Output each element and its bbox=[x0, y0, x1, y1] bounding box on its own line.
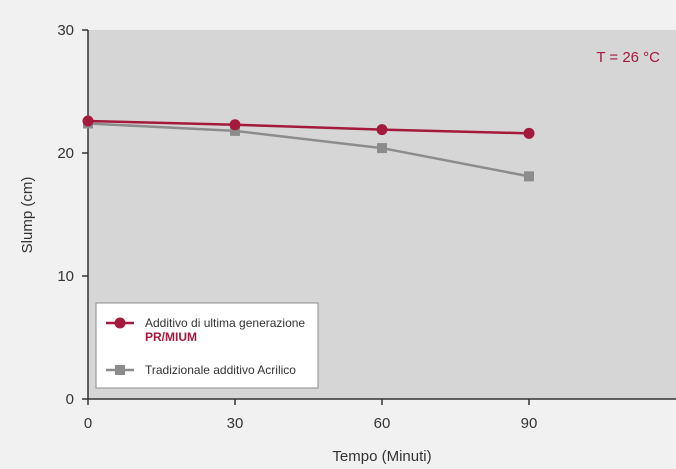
x-tick-label: 0 bbox=[84, 415, 92, 432]
legend-marker-circle bbox=[114, 317, 126, 329]
y-tick-label: 30 bbox=[57, 22, 74, 39]
y-axis-label: Slump (cm) bbox=[19, 177, 36, 254]
y-tick-label: 0 bbox=[66, 391, 74, 408]
y-tick-label: 10 bbox=[57, 268, 74, 285]
legend-marker-square bbox=[115, 365, 125, 375]
series-layer bbox=[82, 115, 535, 182]
legend-label-acrilico: Tradizionale additivo Acrilico bbox=[145, 363, 296, 377]
series-line-acrilico bbox=[87, 122, 530, 178]
data-point-primium bbox=[523, 127, 535, 139]
data-point-primium bbox=[376, 124, 388, 136]
x-tick-label: 30 bbox=[227, 415, 244, 432]
y-tick-label: 20 bbox=[57, 145, 74, 162]
x-tick-label: 90 bbox=[521, 415, 538, 432]
data-point-acrilico bbox=[230, 125, 240, 136]
legend: Additivo di ultima generazione PR/MIUM T… bbox=[95, 302, 319, 389]
data-point-acrilico bbox=[377, 143, 387, 154]
series-line-primium bbox=[87, 119, 530, 135]
x-axis-label: Tempo (Minuti) bbox=[332, 448, 431, 465]
legend-label-primium: Additivo di ultima generazione bbox=[145, 316, 305, 330]
y-axis: 0 10 20 30 bbox=[57, 22, 89, 408]
data-point-acrilico bbox=[524, 171, 534, 182]
legend-label-primium-brand: PR/MIUM bbox=[145, 330, 197, 344]
legend-box bbox=[95, 302, 319, 389]
data-point-primium bbox=[82, 115, 94, 127]
annotation-temperature: T = 26 °C bbox=[596, 49, 660, 66]
x-tick-label: 60 bbox=[374, 415, 391, 432]
x-axis: 0 30 60 90 bbox=[84, 398, 676, 432]
data-point-primium bbox=[229, 119, 241, 131]
